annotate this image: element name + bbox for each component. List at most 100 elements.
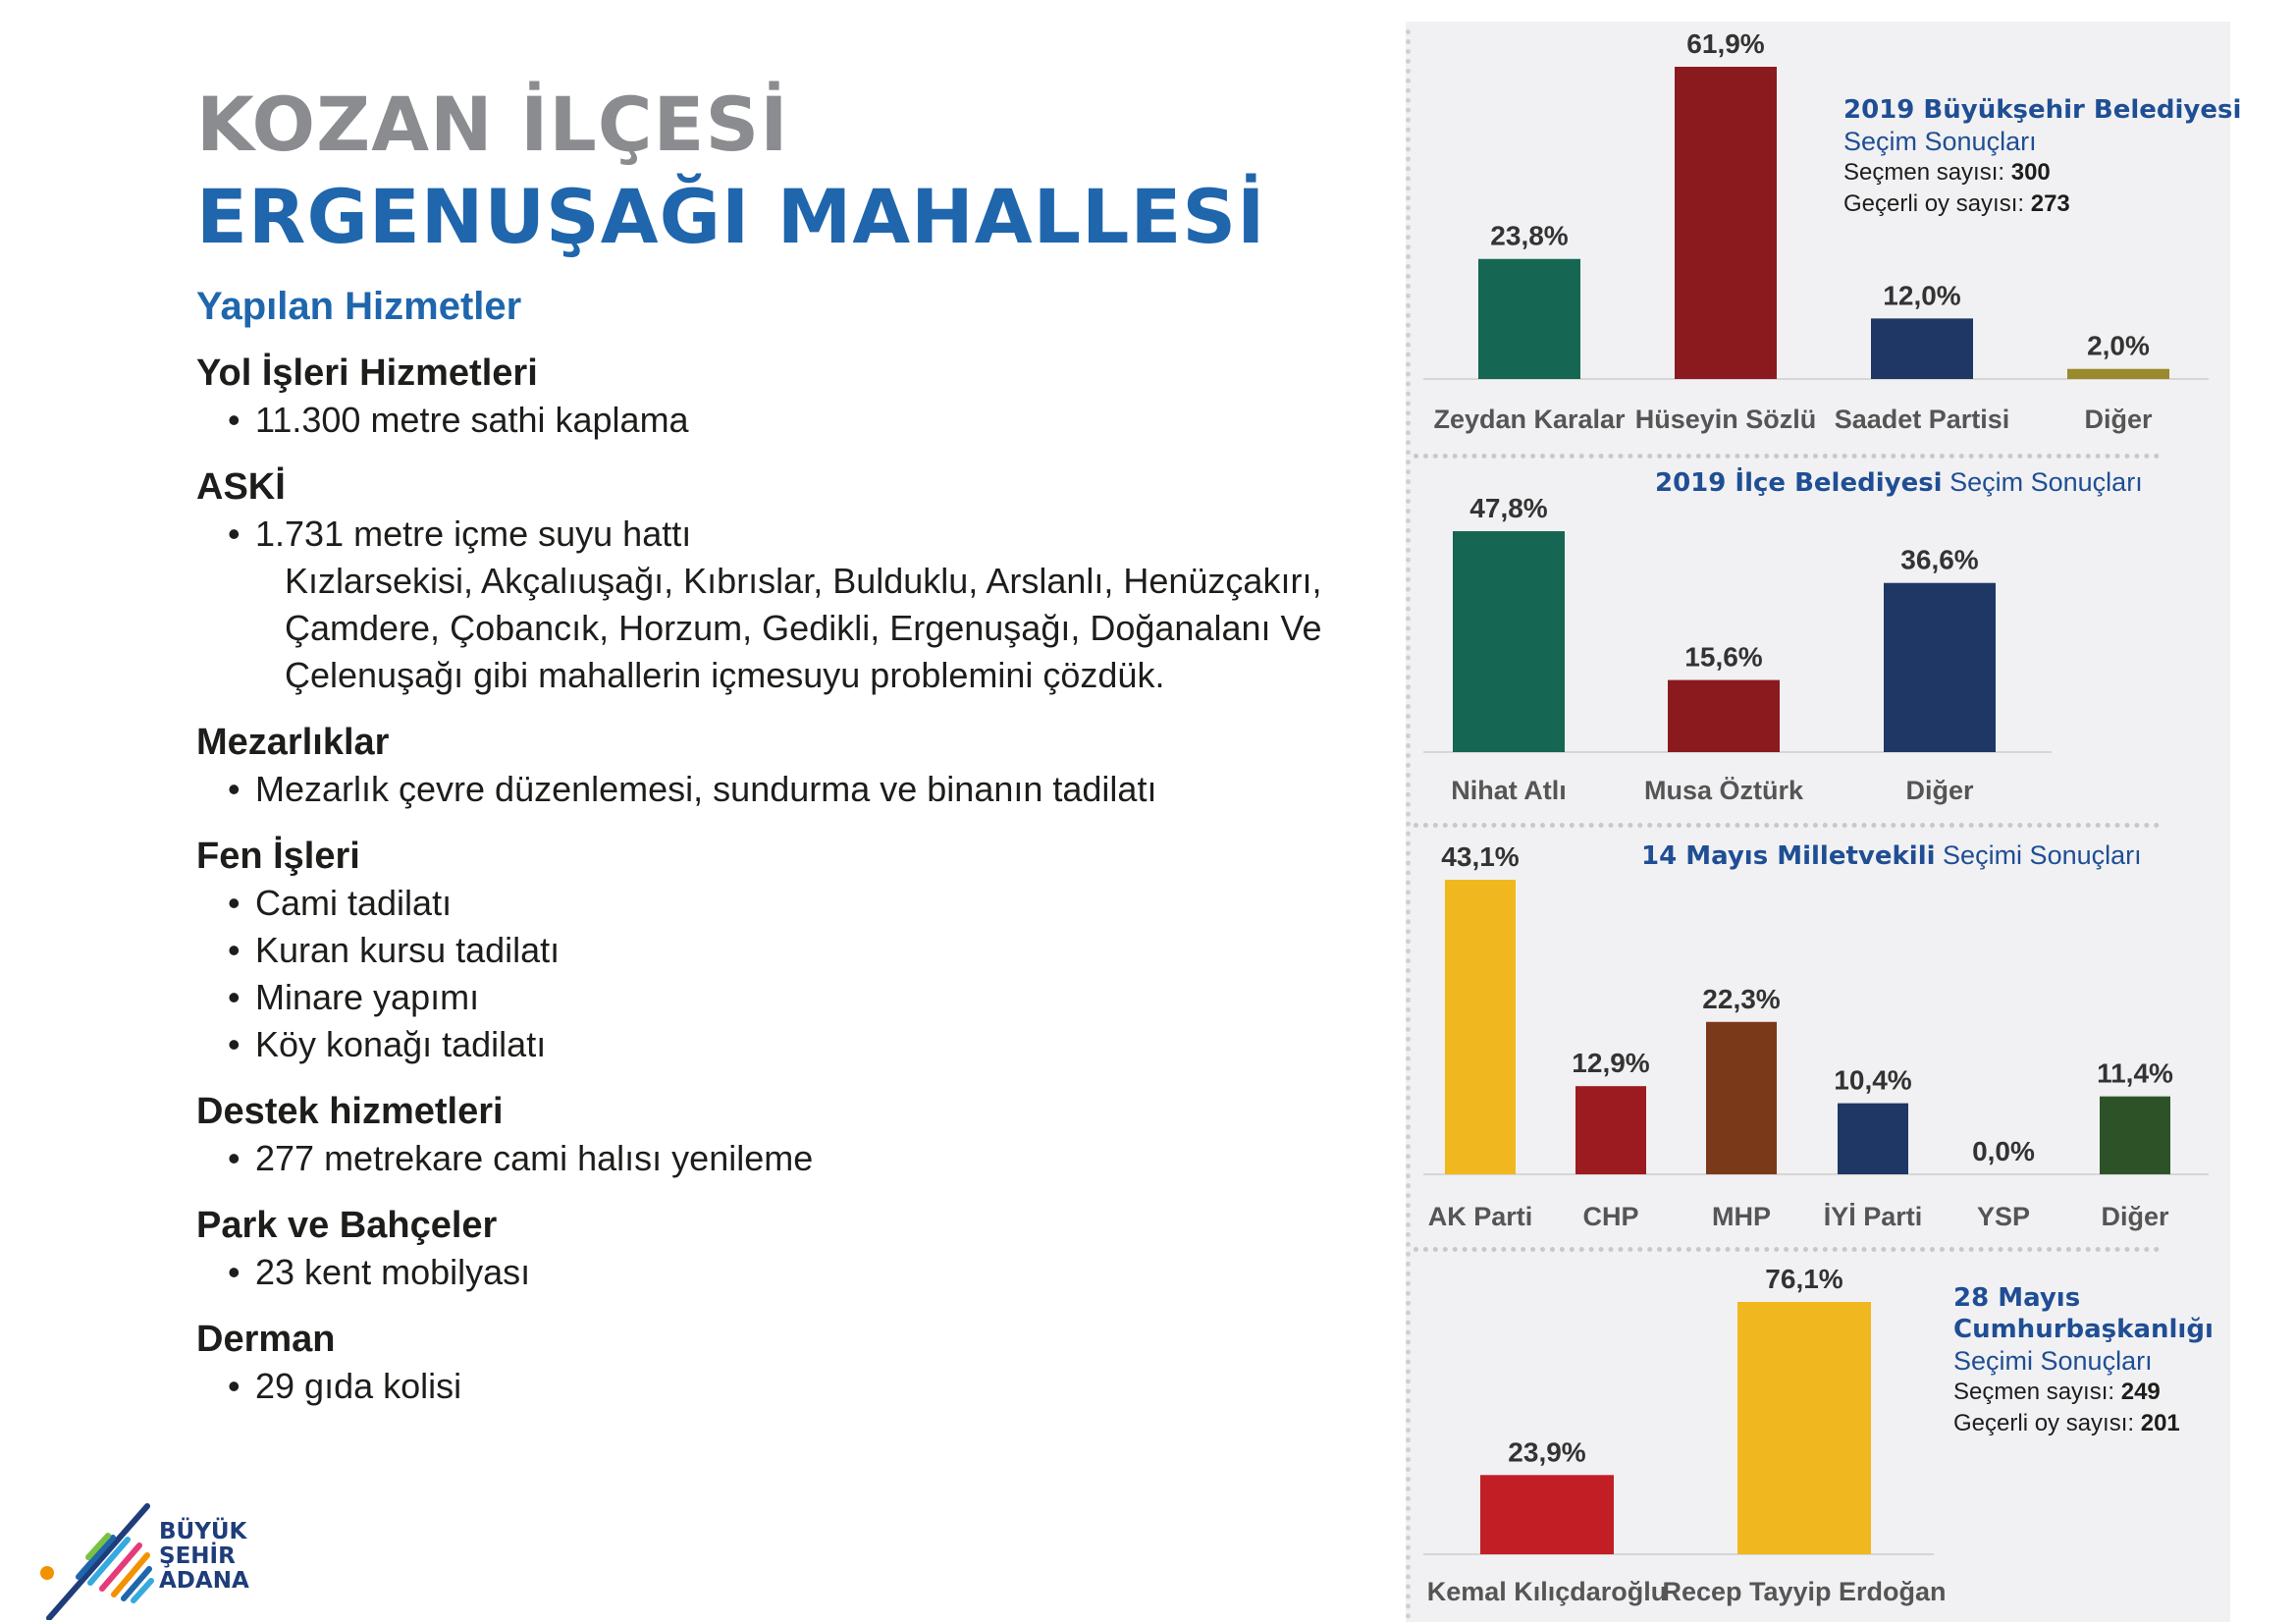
chart-3-value-label: 12,9%: [1572, 1048, 1649, 1078]
parliament-chart-title: 14 Mayıs Milletvekili Seçimi Sonuçları: [1641, 840, 2142, 871]
metro-voters: Seçmen sayısı: 300: [1843, 159, 2051, 186]
service-item: • Cami tadilatı: [196, 880, 1355, 927]
bullet-icon: •: [228, 400, 240, 440]
service-section-title: Destek hizmetleri: [196, 1091, 504, 1132]
service-item-text: Kuran kursu tadilatı: [255, 930, 561, 970]
chart-3-category-label: CHP: [1582, 1202, 1638, 1231]
chart-separator-3: [1414, 1247, 2160, 1252]
service-item-text: Minare yapımı: [255, 977, 480, 1017]
chart-3-value-label: 11,4%: [2097, 1058, 2173, 1089]
chart-2-bar: [1453, 531, 1565, 752]
logo-line-1: BÜYÜK: [159, 1519, 247, 1544]
metro-election-info: 2019 Büyükşehir Belediyesi Seçim Sonuçla…: [1843, 94, 2241, 220]
service-item-text: 23 kent mobilyası: [255, 1252, 531, 1292]
service-section-title: ASKİ: [196, 466, 286, 508]
chart-3-bar: [1706, 1021, 1777, 1174]
chart-1-value-label: 61,9%: [1686, 28, 1764, 59]
chart-1-category-label: Saadet Partisi: [1835, 405, 2010, 434]
chart-4-value-label: 23,9%: [1508, 1436, 1585, 1467]
service-item-text: Mezarlık çevre düzenlemesi, sundurma ve …: [255, 769, 1157, 809]
chart-1-value-label: 2,0%: [2087, 331, 2150, 361]
bullet-icon: •: [228, 1366, 240, 1406]
chart-3-category-label: Diğer: [2101, 1202, 2169, 1231]
service-item: • 29 gıda kolisi: [196, 1363, 1355, 1410]
logo-line-3: ADANA: [159, 1568, 249, 1594]
service-item: • Kuran kursu tadilatı: [196, 927, 1355, 974]
chart-1-category-label: Hüseyin Sözlü: [1635, 405, 1817, 434]
service-item-text: Cami tadilatı: [255, 883, 453, 923]
bullet-icon: •: [228, 769, 240, 809]
chart-3-bar: [1445, 880, 1516, 1174]
chart-4-bar: [1737, 1302, 1871, 1554]
service-item: • 11.300 metre sathi kaplama: [196, 397, 1355, 444]
service-item: • 277 metrekare cami halısı yenileme: [196, 1135, 1355, 1182]
chart-1-bar: [1478, 258, 1580, 379]
chart-separator-2: [1414, 823, 2160, 828]
chart-3-value-label: 0,0%: [1972, 1136, 2035, 1166]
panel-divider: [1406, 29, 1411, 1620]
metro-title-bold: 2019 Büyükşehir Belediyesi: [1843, 95, 2242, 125]
bullet-icon: •: [228, 977, 240, 1017]
president-valid-votes: Geçerli oy sayısı: 201: [1953, 1410, 2180, 1436]
page-title-neighborhood: ERGENUŞAĞI MAHALLESİ: [196, 173, 1266, 260]
chart-3-category-label: İYİ Parti: [1824, 1202, 1923, 1231]
chart-1-value-label: 23,8%: [1490, 221, 1568, 251]
buyuksehir-adana-logo: [40, 1503, 154, 1620]
service-item-text: 277 metrekare cami halısı yenileme: [255, 1138, 814, 1178]
chart-2-bar: [1668, 679, 1780, 752]
service-item: • Minare yapımı: [196, 974, 1355, 1021]
service-item: • Mezarlık çevre düzenlemesi, sundurma ve…: [196, 766, 1355, 813]
service-section: Mezarlıklar • Mezarlık çevre düzenlemesi, …: [196, 719, 1355, 813]
chart-2-category-label: Nihat Atlı: [1451, 776, 1567, 805]
logo-line-2: ŞEHİR: [159, 1543, 236, 1569]
service-section: ASKİ • 1.731 metre içme suyu hattı Kızlarse…: [196, 463, 1355, 699]
chart-3-category-label: MHP: [1712, 1202, 1771, 1231]
service-item-text: Köy konağı tadilatı: [255, 1024, 547, 1064]
chart-4-value-label: 76,1%: [1765, 1264, 1842, 1294]
service-item-text: 29 gıda kolisi: [255, 1366, 462, 1406]
chart-2-value-label: 15,6%: [1684, 642, 1762, 673]
chart-1-bar: [2067, 368, 2169, 379]
service-item: • 1.731 metre içme suyu hattı: [196, 511, 1355, 558]
chart-1-bar: [1871, 318, 1973, 379]
service-section: Park ve Bahçeler • 23 kent mobilyası: [196, 1202, 1355, 1296]
district-chart-title: 2019 İlçe Belediyesi Seçim Sonuçları: [1655, 467, 2143, 498]
president-election-info: 28 Mayıs Cumhurbaşkanlığı Seçimi Sonuçla…: [1953, 1282, 2214, 1439]
president-title-bold-1: 28 Mayıs: [1953, 1283, 2081, 1313]
chart-3-value-label: 43,1%: [1441, 841, 1519, 872]
bullet-icon: •: [228, 514, 240, 554]
service-item-text: 11.300 metre sathi kaplama: [255, 400, 689, 440]
service-section-title: Yol İşleri Hizmetleri: [196, 352, 538, 394]
chart-1-category-label: Zeydan Karalar: [1433, 405, 1626, 434]
chart-3-category-label: AK Parti: [1428, 1202, 1533, 1231]
service-section: Destek hizmetleri • 277 metrekare cami hal…: [196, 1088, 1355, 1182]
chart-separator-1: [1414, 454, 2160, 459]
chart-4-bar: [1480, 1475, 1614, 1554]
service-item-continuation: Kızlarsekisi, Akçalıuşağı, Kıbrıslar, Bu…: [285, 561, 1322, 601]
chart-2-value-label: 47,8%: [1469, 493, 1547, 523]
page-title-district: KOZAN İLÇESİ: [196, 81, 789, 168]
service-section: Fen İşleri • Cami tadilatı • Kuran kursu tad…: [196, 833, 1355, 1068]
chart-2-bar: [1884, 582, 1996, 752]
bullet-icon: •: [228, 883, 240, 923]
services-list: Yol İşleri Hizmetleri • 11.300 metre sathi…: [196, 350, 1355, 1430]
services-heading: Yapılan Hizmetler: [196, 285, 522, 328]
service-item-continuation: Çelenuşağı gibi mahallerin içmesuyu prob…: [285, 655, 1165, 695]
service-section-title: Fen İşleri: [196, 836, 360, 877]
chart-3-bar: [2100, 1096, 2170, 1174]
chart-3-bar: [1838, 1103, 1908, 1174]
service-section-title: Derman: [196, 1319, 336, 1360]
chart-1-category-label: Diğer: [2084, 405, 2153, 434]
chart-3-value-label: 10,4%: [1834, 1065, 1911, 1096]
service-section-title: Park ve Bahçeler: [196, 1205, 498, 1246]
chart-3-bar: [1575, 1086, 1646, 1174]
chart-2-value-label: 36,6%: [1900, 545, 1978, 575]
bullet-icon: •: [228, 1252, 240, 1292]
chart-2-category-label: Diğer: [1905, 776, 1974, 805]
logo-text: BÜYÜK ŞEHİR ADANA: [159, 1520, 249, 1594]
bullet-icon: •: [228, 1024, 240, 1064]
service-item: • 23 kent mobilyası: [196, 1249, 1355, 1296]
metro-title-rest: Seçim Sonuçları: [1843, 127, 2037, 156]
president-title-bold-2: Cumhurbaşkanlığı: [1953, 1315, 2214, 1344]
